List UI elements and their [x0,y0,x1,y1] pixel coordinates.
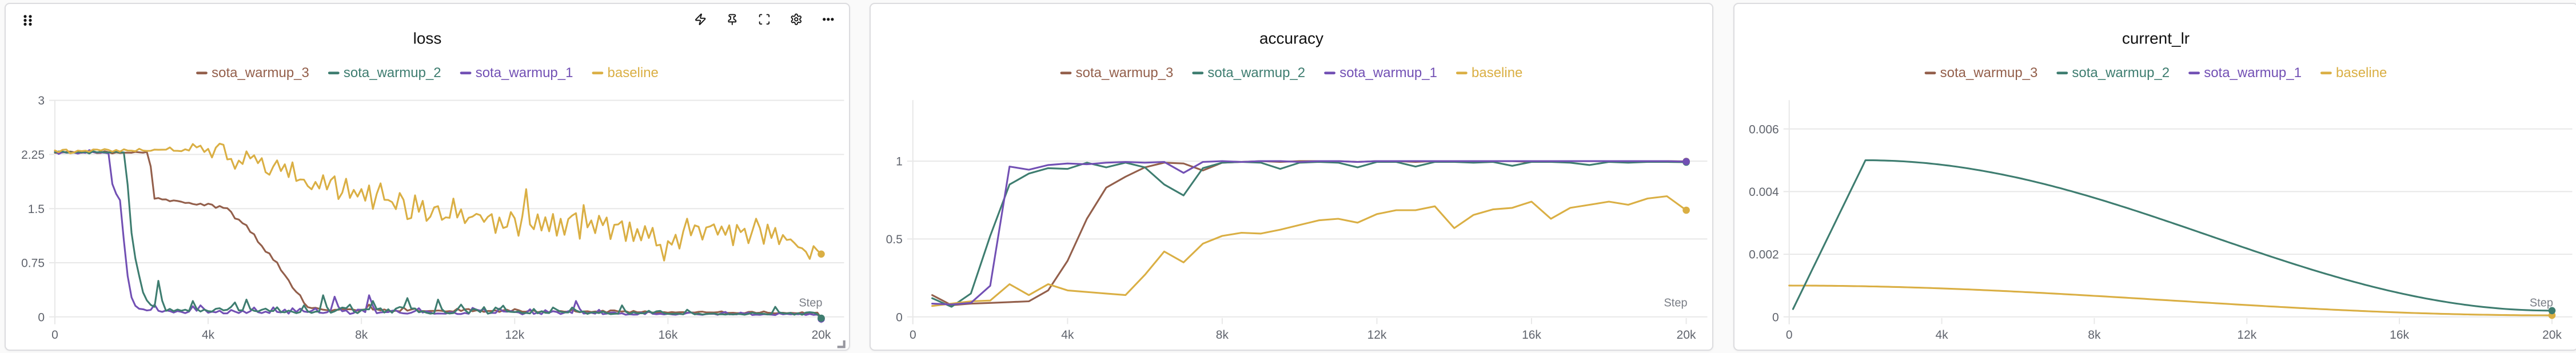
svg-text:20k: 20k [812,328,831,342]
svg-text:0.75: 0.75 [21,257,45,270]
svg-text:loss: loss [413,30,442,47]
svg-text:Step: Step [2530,297,2553,310]
svg-text:8k: 8k [1216,328,1229,342]
svg-text:20k: 20k [1677,328,1696,342]
svg-text:1: 1 [896,155,903,169]
svg-text:8k: 8k [355,328,368,342]
svg-text:sota_warmup_3: sota_warmup_3 [1940,65,2038,81]
svg-text:8k: 8k [2088,328,2101,342]
svg-text:16k: 16k [1522,328,1541,342]
svg-text:sota_warmup_1: sota_warmup_1 [1339,65,1437,81]
svg-text:1.5: 1.5 [28,203,45,216]
svg-text:sota_warmup_1: sota_warmup_1 [2204,65,2302,81]
svg-text:2.25: 2.25 [21,149,45,162]
svg-text:0.006: 0.006 [1749,123,1779,136]
svg-text:0: 0 [910,328,916,342]
svg-text:sota_warmup_1: sota_warmup_1 [476,65,573,81]
svg-text:accuracy: accuracy [1259,30,1323,47]
svg-text:12k: 12k [2237,328,2256,342]
svg-text:sota_warmup_2: sota_warmup_2 [344,65,441,81]
svg-text:sota_warmup_3: sota_warmup_3 [212,65,309,81]
svg-text:baseline: baseline [2336,65,2387,81]
svg-text:12k: 12k [505,328,524,342]
svg-text:0.002: 0.002 [1749,248,1779,262]
svg-text:0: 0 [1786,328,1793,342]
svg-text:Step: Step [1664,297,1687,310]
svg-text:16k: 16k [2390,328,2409,342]
svg-text:sota_warmup_2: sota_warmup_2 [1207,65,1305,81]
svg-text:sota_warmup_3: sota_warmup_3 [1076,65,1174,81]
svg-text:baseline: baseline [608,65,659,81]
svg-text:20k: 20k [2542,328,2562,342]
svg-text:4k: 4k [1936,328,1949,342]
svg-text:0: 0 [51,328,58,342]
svg-text:4k: 4k [202,328,215,342]
svg-text:current_lr: current_lr [2122,30,2190,47]
svg-text:Step: Step [799,297,822,310]
svg-text:0.5: 0.5 [886,233,903,246]
svg-text:3: 3 [38,94,45,107]
svg-text:16k: 16k [658,328,677,342]
svg-text:0: 0 [1772,311,1779,324]
svg-text:baseline: baseline [1472,65,1522,81]
svg-text:sota_warmup_2: sota_warmup_2 [2072,65,2170,81]
svg-text:0: 0 [38,311,45,324]
svg-text:0.004: 0.004 [1749,186,1779,199]
svg-text:12k: 12k [1367,328,1387,342]
svg-text:4k: 4k [1061,328,1074,342]
svg-text:0: 0 [896,311,903,324]
